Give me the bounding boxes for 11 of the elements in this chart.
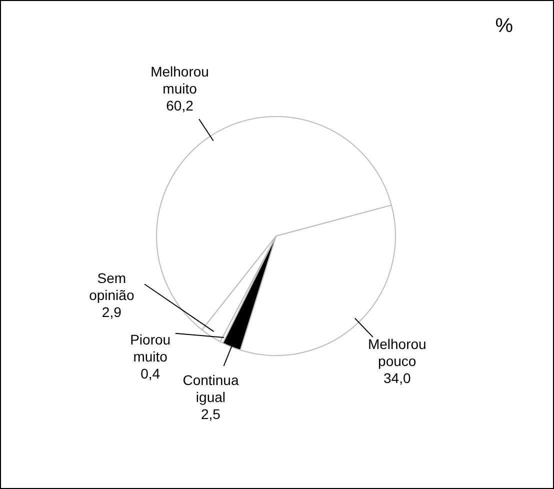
data-label: 2,9 xyxy=(102,304,122,320)
data-label: 0,4 xyxy=(140,366,160,382)
data-label: 2,5 xyxy=(200,406,221,422)
slice-label: Sem opinião xyxy=(89,270,134,303)
data-label: 60,2 xyxy=(166,98,194,114)
slice-label: Melhorou muito xyxy=(150,64,209,97)
data-label: 34,0 xyxy=(384,370,411,386)
slice-label: Continua igual xyxy=(182,372,239,406)
slice-label: Piorou muito xyxy=(130,332,171,365)
text: % xyxy=(495,15,513,38)
slice-label: Melhorou pouco xyxy=(368,336,426,370)
